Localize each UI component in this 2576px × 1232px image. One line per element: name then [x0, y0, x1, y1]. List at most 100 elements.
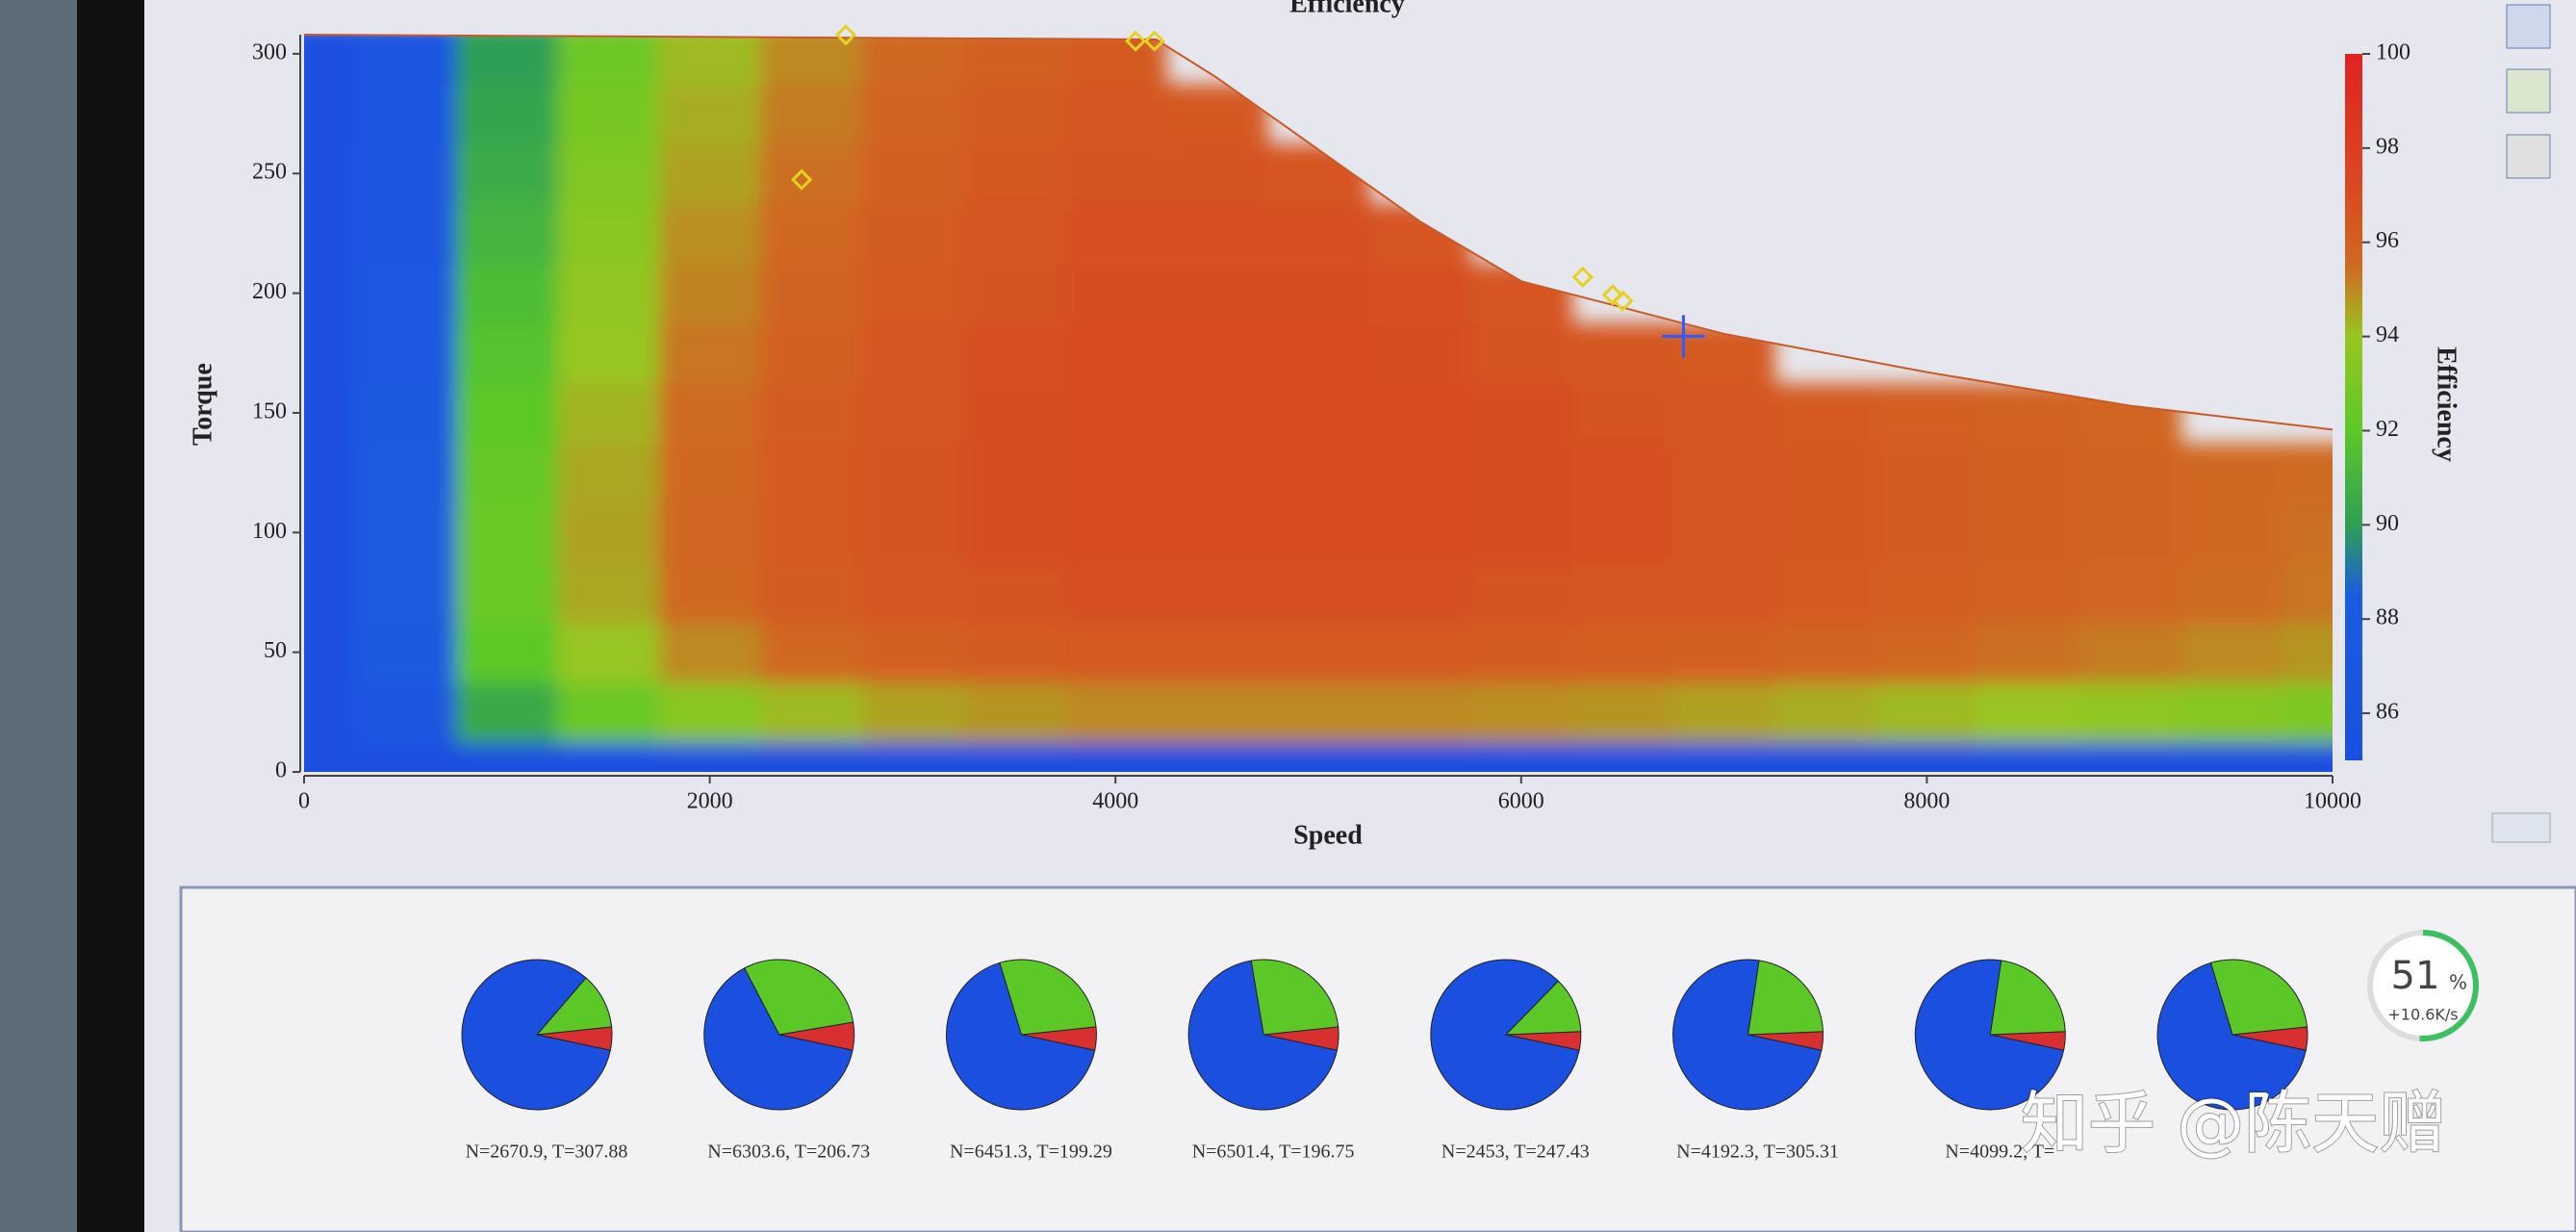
colorbar-tick-label: 94	[2376, 322, 2399, 347]
x-tick-label: 4000	[1092, 789, 1138, 814]
heat-cell	[304, 322, 356, 384]
heat-cell	[1368, 622, 1472, 683]
heat-cell	[1165, 322, 1269, 384]
pie-slice	[1672, 959, 1823, 1111]
heat-cell	[1571, 502, 1674, 564]
pie-label: N=6451.3, T=199.29	[950, 1142, 1112, 1163]
heat-cell	[963, 443, 1066, 504]
edit-tool[interactable]	[2506, 68, 2551, 114]
y-tick-label: 100	[252, 519, 287, 544]
operating-point	[1143, 30, 1165, 52]
heat-cell	[1470, 443, 1573, 504]
heat-cell	[861, 203, 965, 265]
heat-cell	[557, 83, 660, 145]
heat-cell	[2180, 741, 2283, 772]
gauge-rate: +10.6K/s	[2387, 1006, 2458, 1024]
heat-cell	[1267, 681, 1370, 743]
view-tool[interactable]	[2506, 134, 2551, 179]
pie-label: N=4099.2, T=	[1945, 1142, 2054, 1163]
heat-cell	[760, 681, 863, 743]
pie-slice	[1914, 959, 2065, 1111]
heat-cell	[456, 622, 559, 683]
heat-cell	[1064, 443, 1167, 504]
heat-cell	[1267, 263, 1370, 324]
y-tick-label: 300	[252, 39, 287, 64]
heat-cell	[2079, 741, 2181, 772]
heat-cell	[658, 622, 762, 683]
heat-cell	[1165, 203, 1269, 265]
y-tick-label: 150	[252, 398, 287, 424]
heat-cell	[2180, 622, 2283, 683]
heat-cell	[1875, 443, 1979, 504]
heat-cell	[1165, 622, 1269, 683]
heat-cell	[1571, 322, 1674, 384]
watermark: 知乎 @陈天赠	[2021, 1084, 2446, 1163]
heatmap	[304, 35, 2333, 772]
heat-cell	[1267, 443, 1370, 504]
heat-cell	[658, 322, 762, 384]
heat-cell	[1672, 741, 1776, 772]
heat-cell	[658, 502, 762, 564]
heat-cell	[1165, 741, 1269, 772]
heat-cell	[1977, 741, 2080, 772]
heat-cell	[456, 35, 559, 85]
pie-label: N=2453, T=247.43	[1441, 1142, 1590, 1163]
heat-cell	[354, 443, 458, 504]
plot-marks: 0 2000 4000 6000 8000 10000 0 50 100 150 200 250 300…	[252, 24, 2410, 814]
heat-cell	[1064, 502, 1167, 564]
x-tick-label: 8000	[1903, 789, 1950, 814]
operating-point	[790, 168, 813, 191]
heat-cell	[1064, 322, 1167, 384]
heat-cell	[963, 83, 1066, 145]
heat-cell	[760, 562, 863, 624]
heat-cell	[1267, 741, 1370, 772]
heat-cell	[1165, 681, 1269, 743]
heat-cell	[760, 382, 863, 445]
heat-cell	[304, 502, 356, 564]
x-tick-label: 0	[298, 789, 310, 814]
heat-cell	[304, 203, 356, 265]
heat-cell	[1064, 681, 1167, 743]
heat-cell	[658, 443, 762, 504]
heat-cell	[2180, 502, 2283, 564]
heat-cell	[963, 143, 1066, 205]
heat-cell	[658, 681, 762, 743]
heat-cell	[456, 382, 559, 445]
heat-cell	[658, 143, 762, 205]
heat-cell	[2079, 502, 2181, 564]
y-tick-label: 200	[252, 279, 287, 304]
heat-cell	[557, 741, 660, 772]
colorbar	[2345, 54, 2362, 760]
heat-cell	[861, 502, 965, 564]
colorbar-tick-label: 90	[2376, 511, 2399, 536]
heat-cell	[304, 562, 356, 624]
heat-cell	[1267, 562, 1370, 624]
heat-cell	[1774, 622, 1877, 683]
heat-cell	[1571, 681, 1674, 743]
x-tick-label: 2000	[687, 789, 733, 814]
heat-cell	[304, 263, 356, 324]
heat-cell	[2180, 443, 2283, 504]
pie-label: N=2670.9, T=307.88	[466, 1142, 628, 1163]
heat-cell	[456, 263, 559, 324]
heat-cell	[1774, 741, 1877, 772]
heat-cell	[2282, 681, 2333, 743]
heat-cell	[658, 83, 762, 145]
heat-cell	[1774, 502, 1877, 564]
heat-cell	[658, 263, 762, 324]
heat-cell	[1267, 622, 1370, 683]
heat-cell	[304, 143, 356, 205]
heat-cell	[963, 622, 1066, 683]
heat-cell	[354, 562, 458, 624]
heat-cell	[1672, 681, 1776, 743]
expand-button[interactable]	[2491, 812, 2551, 843]
chart-title: Efficiency	[1289, 0, 1405, 18]
heat-cell	[1977, 622, 2080, 683]
heat-cell	[354, 143, 458, 205]
heat-cell	[2079, 562, 2181, 624]
heat-cell	[2079, 622, 2181, 683]
zoom-tool[interactable]	[2506, 4, 2551, 49]
heat-cell	[1064, 622, 1167, 683]
heat-cell	[1672, 622, 1776, 683]
pie-slice	[1187, 960, 1339, 1111]
